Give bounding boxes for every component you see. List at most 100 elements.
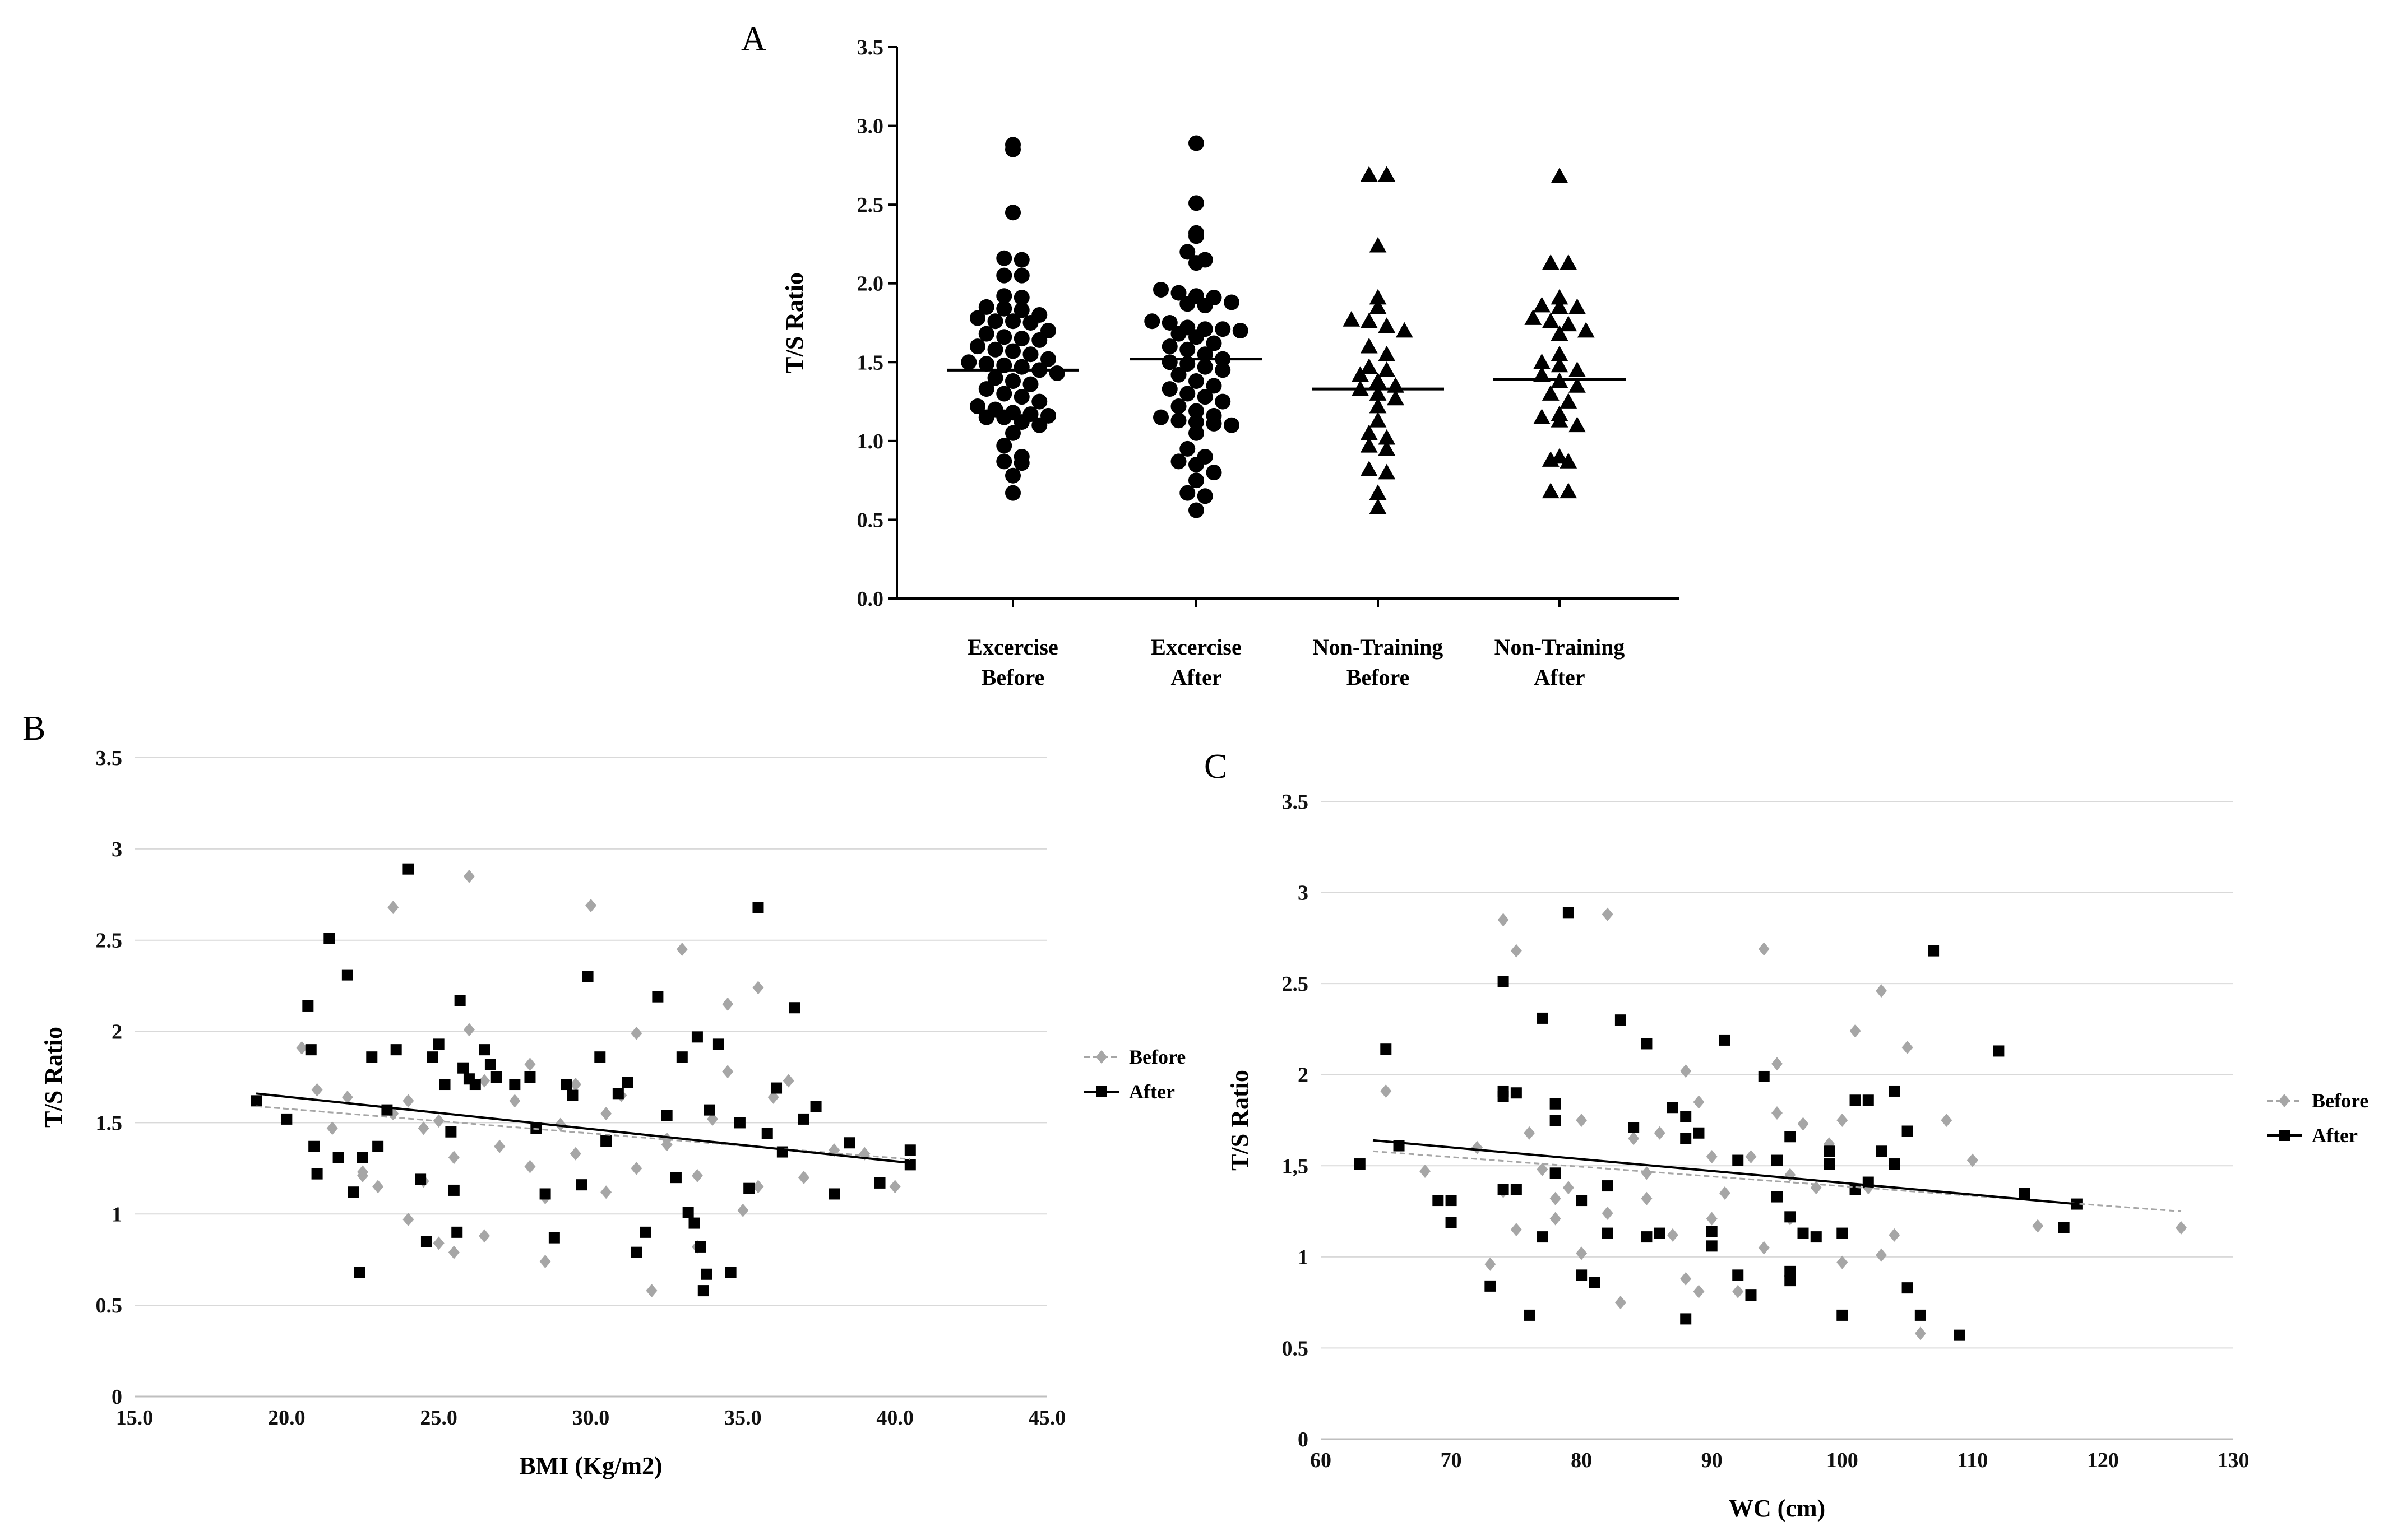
panel-c-after-point xyxy=(1576,1195,1588,1207)
panel-b-before-point xyxy=(418,1121,429,1135)
panel-b-after-point xyxy=(457,1062,469,1074)
panel-c-x-tick-label: 130 xyxy=(2218,1449,2250,1472)
panel-b-after-point xyxy=(844,1137,855,1149)
panel-a-data-point xyxy=(1378,440,1396,456)
panel-a-data-point xyxy=(1040,351,1056,367)
panel-c-after-point xyxy=(1732,1269,1744,1281)
panel-c-after-point xyxy=(1680,1133,1692,1144)
panel-a-data-point xyxy=(1153,409,1169,425)
panel-c-after-point xyxy=(1484,1280,1496,1292)
panel-b-after-point xyxy=(420,1236,432,1247)
panel-c-after-point xyxy=(1784,1265,1796,1277)
panel-c-after-trendline xyxy=(1372,1139,2077,1205)
panel-a-y-tick-label: 0.0 xyxy=(857,587,884,611)
panel-b-before-point xyxy=(600,1107,612,1121)
panel-a-data-point xyxy=(1568,361,1586,377)
panel-c-before-point xyxy=(2032,1219,2044,1233)
panel-c-y-tick-label: 0 xyxy=(1298,1428,1308,1451)
panel-a-data-point xyxy=(1162,381,1178,397)
panel-a-data-point xyxy=(1551,325,1568,341)
panel-a-data-point xyxy=(1206,335,1222,351)
panel-b-after-point xyxy=(725,1267,737,1278)
panel-a-data-point xyxy=(1005,141,1021,157)
panel-a-data-point xyxy=(996,438,1012,454)
panel-a-data-point xyxy=(1170,326,1187,342)
panel-a-y-tick-label: 2.0 xyxy=(857,272,884,296)
panel-b-after-point xyxy=(576,1179,587,1191)
panel-a-data-point xyxy=(1014,414,1030,430)
panel-b-before-point xyxy=(341,1090,353,1104)
panel-a-y-axis-title: T/S Ratio xyxy=(781,272,808,373)
panel-a-data-point xyxy=(1524,309,1542,325)
panel-c-before-point xyxy=(1419,1165,1431,1179)
panel-b-letter: B xyxy=(22,709,45,748)
panel-a-data-point xyxy=(1568,377,1586,393)
panel-b-after-point xyxy=(445,1126,457,1138)
panel-c-before-point xyxy=(1771,1106,1783,1120)
panel-c-after-point xyxy=(1758,1070,1770,1082)
panel-b-before-point xyxy=(448,1151,460,1165)
panel-c: C 0 0.5 1 1,5 2 2.5 3 3.5 60 70 80 90 100 110 120 130 WC… xyxy=(1204,748,2368,1522)
panel-a-data-point xyxy=(1188,425,1204,441)
panel-c-before-point xyxy=(1966,1153,1978,1167)
panel-b-before-point xyxy=(479,1074,490,1088)
panel-b-after-point xyxy=(372,1140,384,1152)
panel-a-data-point xyxy=(1577,322,1595,338)
panel-b-y-tick-label: 3 xyxy=(112,838,122,861)
panel-a-data-point xyxy=(1369,498,1387,514)
panel-a-data-point xyxy=(1170,398,1187,415)
panel-c-before-point xyxy=(1876,1248,1887,1262)
panel-b-after-point xyxy=(904,1144,916,1156)
panel-c-after-point xyxy=(1901,1125,1913,1137)
panel-c-after-point xyxy=(1562,907,1574,919)
panel-b-legend-marker-after xyxy=(1096,1086,1107,1097)
panel-a-data-point xyxy=(996,300,1012,317)
panel-c-after-point xyxy=(1614,1014,1626,1026)
panel-c-after-point xyxy=(1901,1282,1913,1294)
panel-a-category-label-line2: After xyxy=(1170,665,1221,690)
panel-b-after-point xyxy=(539,1188,551,1200)
panel-a-data-point xyxy=(1360,461,1378,476)
panel-b-before-point xyxy=(463,869,475,883)
panel-a-data-point xyxy=(978,299,994,315)
panel-b-before-point xyxy=(433,1236,445,1250)
panel-a-data-point xyxy=(1179,341,1196,358)
panel-b-after-point xyxy=(415,1173,427,1185)
panel-c-after-point xyxy=(1497,976,1509,987)
panel-a-data-point xyxy=(1369,298,1387,314)
panel-b-y-tick-label: 2.5 xyxy=(96,929,123,953)
panel-c-after-point xyxy=(1445,1217,1457,1228)
panel-a-y-tick-label: 1.5 xyxy=(857,351,884,374)
panel-c-before-point xyxy=(1693,1284,1705,1298)
panel-c-before-point xyxy=(1758,1241,1770,1255)
panel-c-after-point xyxy=(1641,1231,1653,1243)
panel-b-after-point xyxy=(789,1002,800,1014)
panel-c-after-point xyxy=(1432,1195,1444,1207)
panel-c-after-point xyxy=(1993,1045,2005,1057)
panel-a-data-point xyxy=(1533,366,1551,382)
panel-c-before-point xyxy=(1732,1284,1744,1298)
panel-c-after-point xyxy=(1549,1167,1561,1179)
panel-a-data-point xyxy=(1206,465,1222,481)
panel-b-legend-label-after: After xyxy=(1129,1080,1175,1103)
panel-b-before-point xyxy=(479,1229,490,1243)
panel-a-data-point xyxy=(1031,417,1048,433)
panel-b-after-point xyxy=(661,1110,673,1121)
panel-a-category-label-line1: Excercise xyxy=(968,634,1058,660)
panel-a-category-label-line1: Excercise xyxy=(1151,634,1241,660)
panel-c-x-tick-label: 70 xyxy=(1441,1449,1462,1472)
panel-c-after-point xyxy=(1693,1127,1705,1139)
panel-c-before-point xyxy=(1680,1272,1692,1286)
panel-a-data-point xyxy=(1542,254,1560,270)
panel-b-before-point xyxy=(631,1026,642,1040)
panel-b-after-trendline xyxy=(256,1092,911,1165)
panel-b-after-point xyxy=(561,1079,572,1091)
panel-b-after-point xyxy=(302,1000,314,1012)
panel-a-data-point xyxy=(1568,298,1586,314)
panel-a-data-point xyxy=(1005,425,1021,441)
panel-a-data-point xyxy=(970,398,985,415)
panel-c-after-point xyxy=(1719,1034,1730,1046)
panel-a-data-point xyxy=(1369,385,1387,401)
panel-b-y-tick-label: 2 xyxy=(112,1021,122,1044)
